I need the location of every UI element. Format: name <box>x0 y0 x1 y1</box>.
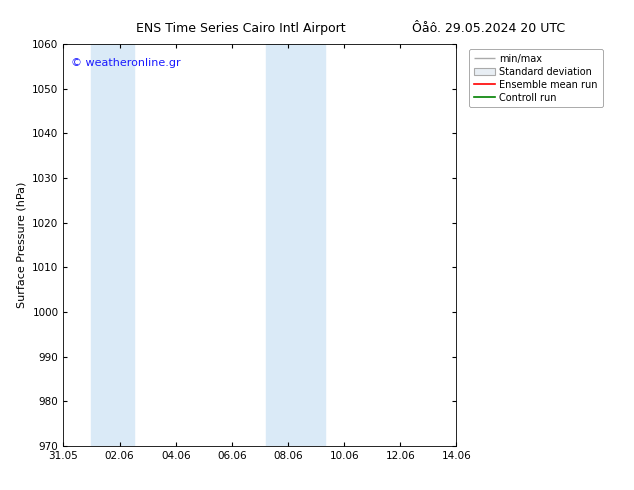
Text: © weatheronline.gr: © weatheronline.gr <box>71 58 181 68</box>
Text: ENS Time Series Cairo Intl Airport: ENS Time Series Cairo Intl Airport <box>136 22 346 35</box>
Legend: min/max, Standard deviation, Ensemble mean run, Controll run: min/max, Standard deviation, Ensemble me… <box>469 49 603 107</box>
Bar <box>266 44 325 446</box>
Text: Ôåô. 29.05.2024 20 UTC: Ôåô. 29.05.2024 20 UTC <box>411 22 565 35</box>
Y-axis label: Surface Pressure (hPa): Surface Pressure (hPa) <box>16 182 27 308</box>
Bar <box>91 44 134 446</box>
